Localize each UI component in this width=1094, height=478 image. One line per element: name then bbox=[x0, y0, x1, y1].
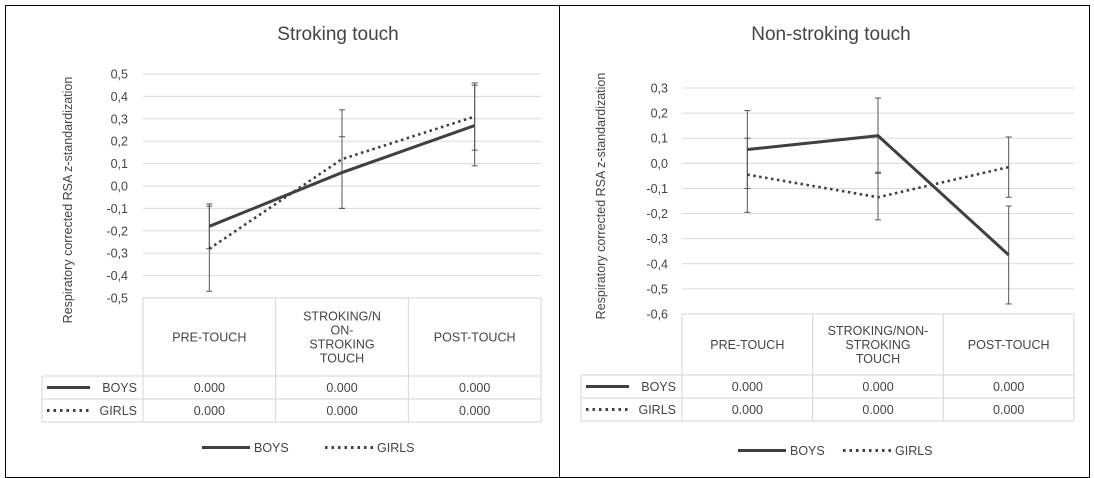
category-label: STROKING/NON- bbox=[828, 324, 929, 338]
legend-label: BOYS bbox=[790, 444, 825, 458]
y-tick-label: -0,5 bbox=[106, 292, 128, 306]
table-cell-value: 0.000 bbox=[862, 403, 893, 417]
y-axis-label: Respiratory corrected RSA z-standardizat… bbox=[61, 77, 75, 324]
table-cell-value: 0.000 bbox=[993, 380, 1024, 394]
y-tick-label: 0,0 bbox=[651, 157, 668, 171]
series-line-boys bbox=[747, 134, 1010, 257]
category-label: TOUCH bbox=[320, 352, 364, 366]
table-series-label: GIRLS bbox=[638, 403, 676, 417]
y-tick-label: -0,3 bbox=[106, 247, 128, 261]
category-label: STROKING bbox=[309, 338, 374, 352]
series-line-boys bbox=[208, 124, 476, 228]
legend-label: BOYS bbox=[254, 441, 289, 455]
category-label: PRE-TOUCH bbox=[710, 338, 784, 352]
y-tick-label: 0,3 bbox=[111, 112, 128, 126]
y-tick-label: 0,1 bbox=[651, 132, 668, 146]
series-line-girls bbox=[747, 165, 1009, 199]
table-cell-value: 0.000 bbox=[194, 381, 225, 395]
y-tick-label: -0,4 bbox=[106, 269, 128, 283]
category-label: STROKING/N bbox=[303, 310, 381, 324]
legend-label: GIRLS bbox=[377, 441, 415, 455]
y-tick-label: -0,4 bbox=[646, 257, 668, 271]
table-cell-value: 0.000 bbox=[732, 380, 763, 394]
y-tick-label: -0,2 bbox=[646, 207, 668, 221]
table-cell-value: 0.000 bbox=[993, 403, 1024, 417]
category-label: POST-TOUCH bbox=[434, 331, 516, 345]
y-tick-label: -0,1 bbox=[106, 202, 128, 216]
category-label: PRE-TOUCH bbox=[172, 331, 246, 345]
table-cell-value: 0.000 bbox=[732, 403, 763, 417]
table-cell-value: 0.000 bbox=[459, 381, 490, 395]
y-axis-label: Respiratory corrected RSA z-standardizat… bbox=[594, 73, 608, 320]
y-tick-label: 0,2 bbox=[111, 135, 128, 149]
y-tick-label: 0,1 bbox=[111, 157, 128, 171]
series-line-girls bbox=[208, 115, 476, 250]
y-tick-label: 0,5 bbox=[111, 68, 128, 82]
chart-title: Stroking touch bbox=[277, 24, 398, 45]
table-cell-value: 0.000 bbox=[459, 404, 490, 418]
y-tick-label: 0,3 bbox=[651, 82, 668, 96]
y-tick-label: -0,2 bbox=[106, 224, 128, 238]
table-cell-value: 0.000 bbox=[862, 380, 893, 394]
category-label: ON- bbox=[331, 324, 354, 338]
chart-title: Non-stroking touch bbox=[751, 24, 910, 45]
y-tick-label: -0,3 bbox=[646, 232, 668, 246]
y-tick-label: 0,0 bbox=[111, 180, 128, 194]
y-tick-label: -0,5 bbox=[646, 282, 668, 296]
legend-label: GIRLS bbox=[895, 444, 933, 458]
table-cell-value: 0.000 bbox=[194, 404, 225, 418]
y-tick-label: 0,4 bbox=[111, 90, 128, 104]
category-label: STROKING bbox=[845, 338, 910, 352]
category-label: POST-TOUCH bbox=[968, 338, 1050, 352]
table-cell-value: 0.000 bbox=[326, 381, 357, 395]
category-label: TOUCH bbox=[856, 352, 900, 366]
table-series-label: BOYS bbox=[641, 380, 676, 394]
table-cell-value: 0.000 bbox=[326, 404, 357, 418]
table-series-label: BOYS bbox=[102, 381, 137, 395]
table-series-label: GIRLS bbox=[99, 404, 137, 418]
y-tick-label: 0,2 bbox=[651, 107, 668, 121]
y-tick-label: -0,6 bbox=[646, 308, 668, 322]
y-tick-label: -0,1 bbox=[646, 182, 668, 196]
